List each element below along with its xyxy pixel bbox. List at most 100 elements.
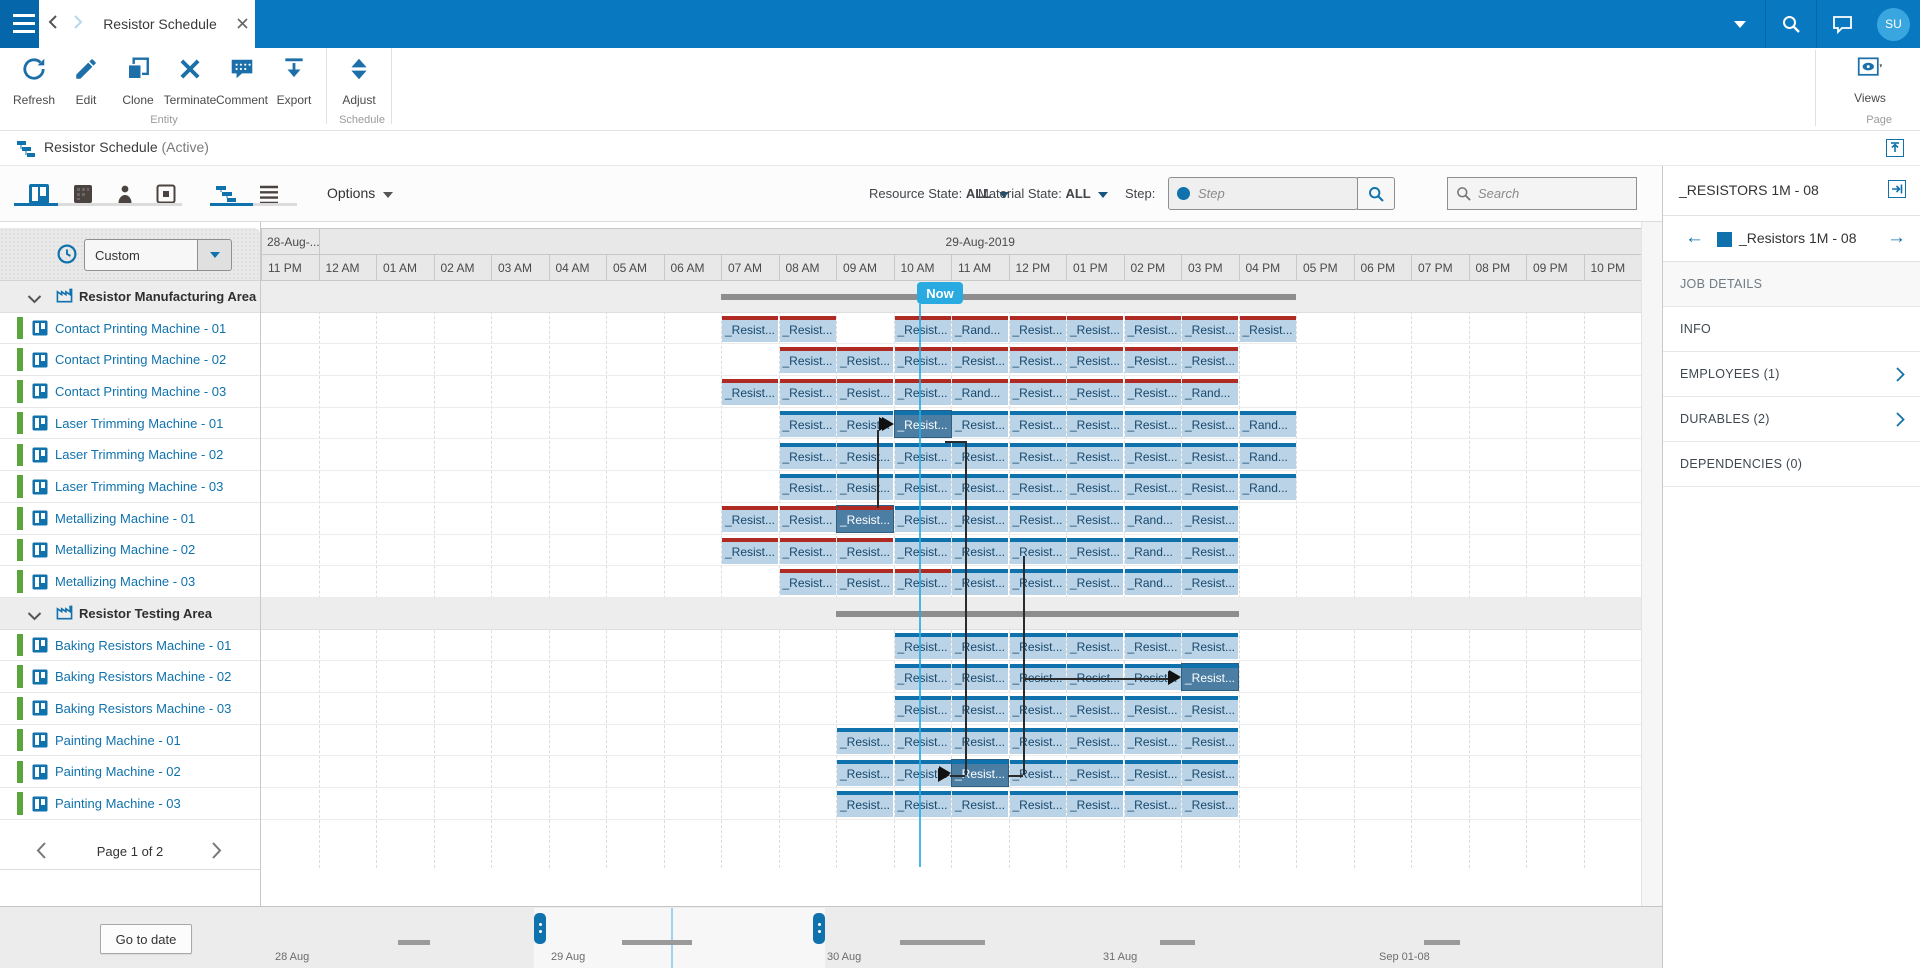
gantt-bar[interactable]: _Resist... xyxy=(1009,632,1066,659)
machine-name-link[interactable]: Metallizing Machine - 03 xyxy=(55,574,196,590)
gantt-bar[interactable]: _Resist... xyxy=(894,791,951,818)
gantt-bar[interactable]: _Resist... xyxy=(779,474,836,501)
gantt-bar[interactable]: _Resist... xyxy=(1067,569,1123,596)
clone-button[interactable]: Clone xyxy=(112,48,164,116)
machine-name-link[interactable]: Baking Resistors Machine - 03 xyxy=(55,700,232,716)
gantt-bar[interactable]: _Resist... xyxy=(1067,505,1123,532)
gantt-bar[interactable]: _Resist... xyxy=(1067,664,1123,691)
gantt-bar[interactable]: _Resist... xyxy=(1182,474,1238,501)
gantt-bar[interactable]: _Resist... xyxy=(952,791,1008,818)
list-mode-icon[interactable] xyxy=(258,183,280,205)
gantt-bar[interactable]: _Resist... xyxy=(1067,315,1123,342)
terminate-button[interactable]: Terminate xyxy=(164,48,216,116)
gantt-bar[interactable]: _Resist... xyxy=(837,759,893,786)
gantt-bar[interactable]: _Resist... xyxy=(1067,347,1123,374)
range-drag-handle[interactable] xyxy=(534,913,546,944)
gantt-bar[interactable]: _Resist... xyxy=(1067,791,1123,818)
gantt-bar[interactable]: _Resist... xyxy=(1067,379,1123,406)
board-view-icon[interactable] xyxy=(28,183,50,205)
resource-group-row[interactable]: Resistor Manufacturing Area xyxy=(0,281,260,313)
gantt-bar[interactable]: _Resist... xyxy=(894,379,951,406)
export-button[interactable]: Export xyxy=(268,48,320,116)
gantt-bar[interactable]: _Resist... xyxy=(722,537,778,564)
resource-row[interactable]: Contact Printing Machine - 03 xyxy=(0,376,260,408)
gantt-bar[interactable]: _Resist... xyxy=(1009,791,1066,818)
gantt-bar[interactable]: _Resist... xyxy=(1124,315,1181,342)
resource-row[interactable]: Laser Trimming Machine - 02 xyxy=(0,439,260,472)
gantt-bar[interactable]: _Resist... xyxy=(1182,442,1238,469)
gantt-bar[interactable]: _Resist... xyxy=(1124,632,1181,659)
gantt-bar[interactable]: _Resist... xyxy=(779,537,836,564)
gantt-bar[interactable]: _Resist... xyxy=(894,315,951,342)
collapse-panel-icon[interactable] xyxy=(1886,139,1904,157)
gantt-bar[interactable]: _Resist... xyxy=(1067,410,1123,437)
next-page-icon[interactable] xyxy=(212,842,228,862)
gantt-bar[interactable]: _Resist... xyxy=(779,442,836,469)
gantt-bar[interactable]: _Resist... xyxy=(952,632,1008,659)
gantt-bar[interactable]: _Resist... xyxy=(1009,727,1066,754)
gantt-bar[interactable]: _Resist... xyxy=(1009,759,1066,786)
gantt-bar[interactable]: _Resist... xyxy=(1124,379,1181,406)
machine-name-link[interactable]: Contact Printing Machine - 02 xyxy=(55,352,227,368)
gantt-bar[interactable]: _Resist... xyxy=(952,727,1008,754)
section-info[interactable]: INFO xyxy=(1663,307,1920,352)
gantt-bar[interactable]: _Resist... xyxy=(1124,474,1181,501)
gantt-bar[interactable]: _Resist... xyxy=(894,347,951,374)
section-dependencies-0[interactable]: DEPENDENCIES (0) xyxy=(1663,442,1920,487)
material-view-icon[interactable] xyxy=(155,183,177,205)
resource-row[interactable]: Metallizing Machine - 01 xyxy=(0,502,260,535)
gantt-bar[interactable]: _Resist... xyxy=(1182,759,1238,786)
resource-row[interactable]: Laser Trimming Machine - 01 xyxy=(0,407,260,440)
gantt-mode-icon[interactable] xyxy=(215,183,237,205)
machine-name-link[interactable]: Laser Trimming Machine - 03 xyxy=(55,479,224,495)
step-input[interactable]: Step xyxy=(1168,177,1358,210)
compass-dropdown-icon[interactable] xyxy=(1715,0,1765,48)
gantt-bar[interactable]: _Resist... xyxy=(1009,315,1066,342)
tab-forward-icon[interactable] xyxy=(65,15,91,33)
gantt-bar[interactable]: _Resist... xyxy=(1009,537,1066,564)
resource-row[interactable]: Painting Machine - 02 xyxy=(0,756,260,789)
machine-name-link[interactable]: Painting Machine - 03 xyxy=(55,796,181,812)
resource-row[interactable]: Baking Resistors Machine - 02 xyxy=(0,661,260,694)
resource-row[interactable]: Contact Printing Machine - 01 xyxy=(0,312,260,345)
machine-name-link[interactable]: Baking Resistors Machine - 02 xyxy=(55,669,232,685)
gantt-bar[interactable]: _Resist... xyxy=(722,379,778,406)
gantt-bar[interactable]: _Rand... xyxy=(1239,410,1296,437)
resource-row[interactable]: Painting Machine - 01 xyxy=(0,724,260,757)
gantt-bar[interactable]: _Rand... xyxy=(952,315,1008,342)
machine-name-link[interactable]: Metallizing Machine - 01 xyxy=(55,510,196,526)
gantt-bar[interactable]: _Resist... xyxy=(779,347,836,374)
gantt-bar[interactable]: _Resist... xyxy=(1009,569,1066,596)
machine-name-link[interactable]: Laser Trimming Machine - 02 xyxy=(55,447,224,463)
gantt-bar[interactable]: _Resist... xyxy=(1182,410,1238,437)
gantt-bar[interactable]: _Resist... xyxy=(1067,474,1123,501)
machine-name-link[interactable]: Laser Trimming Machine - 01 xyxy=(55,415,224,431)
gantt-bar[interactable]: _Resist... xyxy=(1009,505,1066,532)
gantt-bar[interactable]: _Resist... xyxy=(1067,727,1123,754)
comment-button[interactable]: Comment xyxy=(216,48,268,116)
gantt-bar[interactable]: _Resist... xyxy=(1182,347,1238,374)
gantt-bar[interactable]: _Resist... xyxy=(837,727,893,754)
tab-back-icon[interactable] xyxy=(39,15,65,33)
gantt-bar[interactable]: _Resist... xyxy=(894,727,951,754)
gantt-bar[interactable]: _Resist... xyxy=(952,759,1008,786)
machine-name-link[interactable]: Contact Printing Machine - 01 xyxy=(55,320,227,336)
gantt-bar[interactable]: _Rand... xyxy=(952,379,1008,406)
gantt-bar[interactable]: _Resist... xyxy=(837,442,893,469)
gantt-bar[interactable]: _Resist... xyxy=(952,537,1008,564)
gantt-bar[interactable]: _Resist... xyxy=(894,505,951,532)
gantt-bar[interactable]: _Resist... xyxy=(1009,474,1066,501)
machine-name-link[interactable]: Contact Printing Machine - 03 xyxy=(55,383,227,399)
machine-name-link[interactable]: Baking Resistors Machine - 01 xyxy=(55,637,232,653)
gantt-bar[interactable]: _Resist... xyxy=(894,537,951,564)
gantt-bar[interactable]: _Resist... xyxy=(779,315,836,342)
gantt-bar[interactable]: _Resist... xyxy=(837,347,893,374)
gantt-bar[interactable]: _Resist... xyxy=(1182,537,1238,564)
gantt-bar[interactable]: _Resist... xyxy=(1009,379,1066,406)
open-panel-icon[interactable] xyxy=(1888,180,1906,198)
resource-row[interactable]: Metallizing Machine - 03 xyxy=(0,566,260,598)
gantt-bar[interactable]: _Resist... xyxy=(952,474,1008,501)
gantt-bar[interactable]: _Rand... xyxy=(1124,505,1181,532)
visible-range-window[interactable] xyxy=(534,908,825,968)
machine-name-link[interactable]: Metallizing Machine - 02 xyxy=(55,542,196,558)
